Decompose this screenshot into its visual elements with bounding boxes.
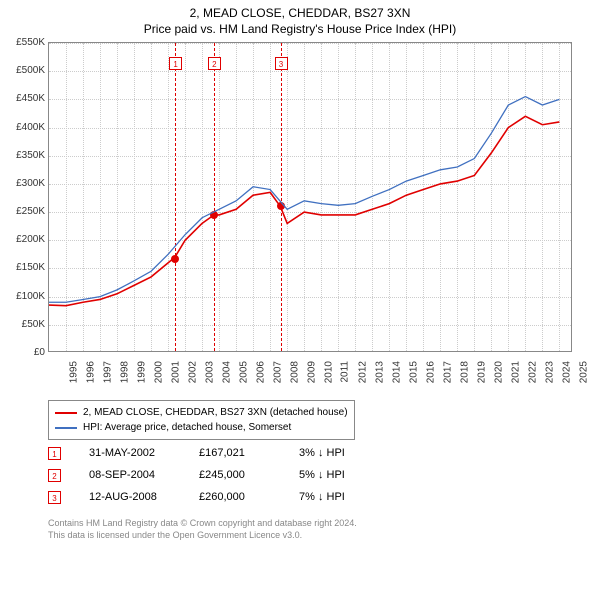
x-axis-label: 1996 xyxy=(85,361,96,383)
chart-area: £0£50K£100K£150K£200K£250K£300K£350K£400… xyxy=(48,42,572,352)
x-axis-label: 2001 xyxy=(170,361,181,383)
x-axis-label: 2004 xyxy=(221,361,232,383)
legend-swatch xyxy=(55,427,77,429)
sales-row-diff: 5% ↓ HPI xyxy=(299,469,399,481)
legend-label: 2, MEAD CLOSE, CHEDDAR, BS27 3XN (detach… xyxy=(83,405,348,420)
x-axis-label: 2014 xyxy=(391,361,402,383)
x-axis-label: 1999 xyxy=(136,361,147,383)
sales-row: 3 12-AUG-2008£260,0007% ↓ HPI xyxy=(48,486,399,508)
x-axis-label: 2025 xyxy=(579,361,590,383)
y-axis-label: £300K xyxy=(5,178,45,189)
x-axis-label: 2006 xyxy=(255,361,266,383)
x-axis-label: 2007 xyxy=(272,361,283,383)
title-line-1: 2, MEAD CLOSE, CHEDDAR, BS27 3XN xyxy=(0,6,600,22)
y-axis-label: £450K xyxy=(5,93,45,104)
x-axis-label: 2003 xyxy=(204,361,215,383)
legend-row: 2, MEAD CLOSE, CHEDDAR, BS27 3XN (detach… xyxy=(55,405,348,420)
y-axis-label: £200K xyxy=(5,234,45,245)
x-axis-label: 2022 xyxy=(528,361,539,383)
y-axis-label: £350K xyxy=(5,150,45,161)
x-axis-label: 1997 xyxy=(102,361,113,383)
y-axis-label: £250K xyxy=(5,206,45,217)
series-line xyxy=(49,116,559,305)
y-axis-label: £500K xyxy=(5,65,45,76)
sales-row-num: 3 xyxy=(48,491,61,504)
x-axis-label: 2021 xyxy=(511,361,522,383)
footer-line-2: This data is licensed under the Open Gov… xyxy=(48,530,357,542)
sales-row-date: 08-SEP-2004 xyxy=(89,469,199,481)
sales-row: 2 08-SEP-2004£245,0005% ↓ HPI xyxy=(48,464,399,486)
x-axis-label: 2019 xyxy=(477,361,488,383)
legend-row: HPI: Average price, detached house, Some… xyxy=(55,420,348,435)
x-axis-label: 1998 xyxy=(119,361,130,383)
x-axis-label: 2009 xyxy=(306,361,317,383)
x-axis-label: 2012 xyxy=(357,361,368,383)
plot-svg xyxy=(49,43,573,353)
x-axis-label: 2018 xyxy=(460,361,471,383)
x-axis-label: 2002 xyxy=(187,361,198,383)
sales-table: 1 31-MAY-2002£167,0213% ↓ HPI 2 08-SEP-2004… xyxy=(48,442,399,508)
x-axis-label: 2015 xyxy=(409,361,420,383)
x-axis-label: 2000 xyxy=(153,361,164,383)
x-axis-label: 2011 xyxy=(340,361,351,383)
y-axis-label: £150K xyxy=(5,262,45,273)
sales-row-date: 31-MAY-2002 xyxy=(89,447,199,459)
series-line xyxy=(49,97,559,303)
x-axis-label: 2024 xyxy=(562,361,573,383)
y-axis-label: £50K xyxy=(5,319,45,330)
sales-row-price: £245,000 xyxy=(199,469,299,481)
title-line-2: Price paid vs. HM Land Registry's House … xyxy=(0,22,600,38)
sales-row-num: 2 xyxy=(48,469,61,482)
footer-credits: Contains HM Land Registry data © Crown c… xyxy=(48,518,357,541)
legend-swatch xyxy=(55,412,77,414)
sales-row-num: 1 xyxy=(48,447,61,460)
legend-label: HPI: Average price, detached house, Some… xyxy=(83,420,291,435)
title-block: 2, MEAD CLOSE, CHEDDAR, BS27 3XN Price p… xyxy=(0,0,600,41)
sales-row-price: £167,021 xyxy=(199,447,299,459)
x-axis-label: 2023 xyxy=(545,361,556,383)
y-axis-label: £100K xyxy=(5,291,45,302)
x-axis-label: 2020 xyxy=(494,361,505,383)
y-axis-label: £550K xyxy=(5,37,45,48)
sales-row: 1 31-MAY-2002£167,0213% ↓ HPI xyxy=(48,442,399,464)
y-axis-label: £0 xyxy=(5,347,45,358)
x-axis-label: 2005 xyxy=(238,361,249,383)
sales-row-price: £260,000 xyxy=(199,491,299,503)
sales-row-date: 12-AUG-2008 xyxy=(89,491,199,503)
x-axis-label: 2017 xyxy=(443,361,454,383)
sales-row-diff: 7% ↓ HPI xyxy=(299,491,399,503)
sales-row-diff: 3% ↓ HPI xyxy=(299,447,399,459)
x-axis-label: 2010 xyxy=(323,361,334,383)
footer-line-1: Contains HM Land Registry data © Crown c… xyxy=(48,518,357,530)
x-axis-label: 1995 xyxy=(68,361,79,383)
x-axis-label: 2013 xyxy=(374,361,385,383)
x-axis-label: 2008 xyxy=(289,361,300,383)
y-axis-label: £400K xyxy=(5,122,45,133)
legend: 2, MEAD CLOSE, CHEDDAR, BS27 3XN (detach… xyxy=(48,400,355,440)
x-axis-label: 2016 xyxy=(426,361,437,383)
